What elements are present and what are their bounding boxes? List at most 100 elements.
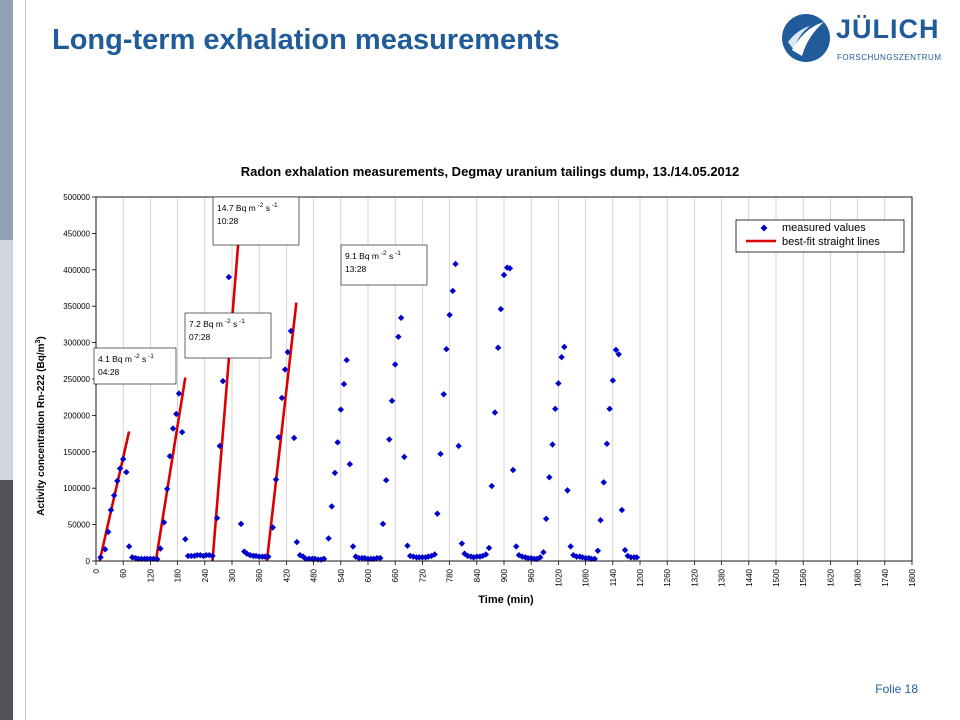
fit-line <box>211 196 244 562</box>
x-tick-label: 300 <box>228 568 237 582</box>
data-point <box>107 506 115 514</box>
data-point <box>446 311 453 319</box>
x-tick-label: 420 <box>282 568 291 582</box>
y-axis-label: Activity concentration Rn-222 (Bq/m3) <box>35 336 47 516</box>
data-point <box>169 425 177 432</box>
fit-line <box>154 377 187 562</box>
data-point <box>449 287 456 295</box>
data-point <box>506 265 514 272</box>
y-tick-label: 450000 <box>63 229 90 238</box>
data-point <box>443 345 450 353</box>
data-point <box>114 477 121 485</box>
data-point <box>404 542 411 549</box>
data-point <box>388 397 396 405</box>
axes: 0 60 120 180 240 300 360 420 480 540 600 660 720 780 8… <box>63 193 917 587</box>
y-tick-label: 150000 <box>63 448 90 457</box>
data-point <box>485 544 493 552</box>
data-point <box>606 405 613 413</box>
data-point <box>609 377 616 384</box>
x-tick-label: 1380 <box>718 568 727 586</box>
data-point <box>225 273 233 281</box>
data-point <box>509 466 517 474</box>
data-point <box>160 519 168 526</box>
data-point <box>434 510 441 517</box>
x-tick-label: 660 <box>391 568 400 582</box>
x-tick-label: 960 <box>527 568 536 582</box>
data-point <box>157 545 164 552</box>
annotation-box <box>184 312 272 359</box>
x-tick-label: 540 <box>337 568 346 582</box>
y-tick-label: 500000 <box>63 193 90 202</box>
data-point <box>552 405 559 413</box>
data-point <box>216 442 223 450</box>
data-point <box>458 540 466 547</box>
legend-label-measured: measured values <box>782 222 866 234</box>
annotation-rate: 4.1 Bq m -2 s -1 <box>98 353 154 364</box>
data-point <box>272 476 280 483</box>
data-point <box>281 366 289 373</box>
data-point <box>612 346 620 354</box>
data-point <box>377 554 384 562</box>
data-point <box>182 535 189 543</box>
data-point <box>558 353 565 361</box>
chart-legend: measured values best-fit straight lines <box>735 219 905 253</box>
data-point <box>331 469 339 477</box>
data-point <box>213 514 221 522</box>
data-point <box>129 554 136 561</box>
data-point <box>346 460 354 468</box>
y-tick-label: 200000 <box>63 411 90 420</box>
data-point <box>461 550 468 557</box>
data-point <box>116 465 124 472</box>
x-tick-label: 840 <box>473 568 482 582</box>
data-point <box>513 543 520 550</box>
legend-marker-measured <box>760 224 768 232</box>
data-point <box>597 517 604 524</box>
data-point <box>337 406 344 413</box>
data-point <box>173 410 180 418</box>
annotation-box <box>340 244 428 286</box>
side-bar-top <box>0 0 13 240</box>
x-tick-label: 1620 <box>826 568 835 586</box>
annotation-rate: 9.1 Bq m -2 s -1 <box>345 250 401 261</box>
y-tick-label: 0 <box>86 557 91 566</box>
x-tick-label: 1800 <box>908 568 917 586</box>
juelich-emblem-icon <box>782 14 830 62</box>
data-point <box>105 528 112 536</box>
data-point <box>349 543 357 550</box>
x-tick-label: 1440 <box>745 568 754 586</box>
data-point <box>163 485 171 493</box>
data-point <box>392 361 399 368</box>
data-point <box>482 551 490 558</box>
data-point <box>401 453 408 461</box>
radon-exhalation-chart: Radon exhalation measurements, Degmay ur… <box>35 164 917 606</box>
data-point <box>293 538 301 546</box>
x-tick-label: 60 <box>119 568 128 577</box>
data-point <box>386 436 393 443</box>
x-tick-label: 1140 <box>609 568 618 586</box>
x-tick-label: 1560 <box>799 568 808 586</box>
data-point <box>379 520 387 528</box>
data-point <box>431 551 438 558</box>
x-tick-label: 1200 <box>636 568 645 586</box>
y-tick-label: 400000 <box>63 266 90 275</box>
data-point <box>328 503 335 510</box>
data-point <box>219 377 227 385</box>
x-tick-label: 180 <box>174 568 183 582</box>
data-point <box>397 314 405 322</box>
fit-line <box>265 302 298 562</box>
side-bar-middle <box>0 240 13 480</box>
data-point <box>120 455 127 463</box>
data-point <box>522 554 529 561</box>
y-tick-label: 100000 <box>63 484 90 493</box>
x-tick-label: 1680 <box>854 568 863 586</box>
x-tick-label: 0 <box>92 568 101 573</box>
x-tick-label: 240 <box>201 568 210 582</box>
logo-wordmark: JÜLICH <box>836 14 940 44</box>
data-point <box>340 380 348 388</box>
data-point <box>175 390 183 397</box>
data-point <box>284 348 291 356</box>
data-point <box>555 380 562 387</box>
x-tick-label: 480 <box>310 568 319 582</box>
side-divider-line <box>25 0 26 720</box>
data-point <box>452 260 459 268</box>
